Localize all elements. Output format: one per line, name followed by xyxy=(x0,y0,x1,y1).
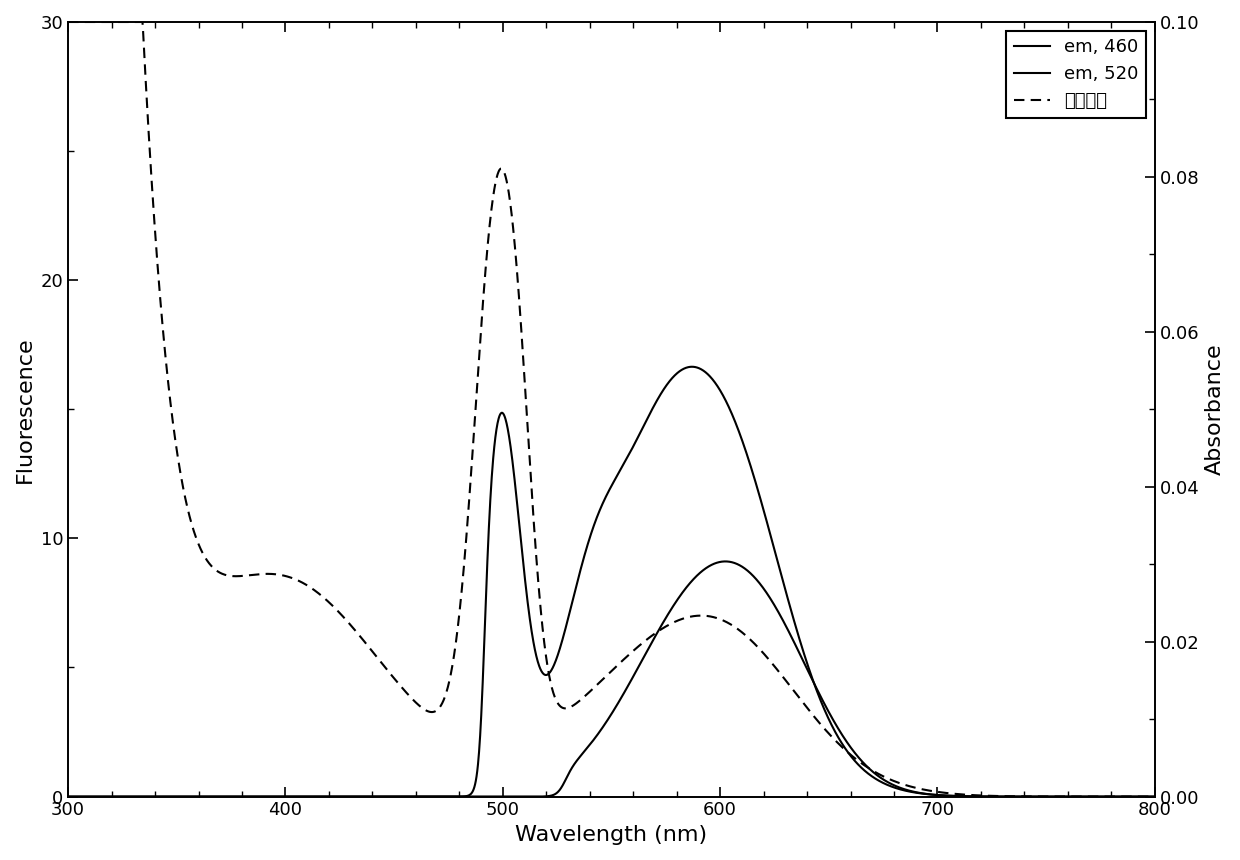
em, 520 xyxy=(718,556,733,567)
可见吸收 xyxy=(1009,791,1024,802)
em, 520 xyxy=(525,791,539,802)
em, 460 xyxy=(684,361,699,372)
em, 520 xyxy=(249,791,264,802)
可见吸收 xyxy=(1126,791,1141,802)
可见吸收 xyxy=(61,17,76,28)
可见吸收 xyxy=(249,569,264,580)
Line: em, 460: em, 460 xyxy=(68,366,1154,796)
em, 460 xyxy=(185,791,200,802)
em, 520 xyxy=(1009,791,1024,802)
可见吸收 xyxy=(1147,791,1162,802)
em, 460 xyxy=(1147,791,1162,802)
em, 460 xyxy=(61,791,76,802)
Y-axis label: Fluorescence: Fluorescence xyxy=(15,336,35,482)
Line: 可见吸收: 可见吸收 xyxy=(68,22,1154,796)
Line: em, 520: em, 520 xyxy=(68,562,1154,796)
em, 460 xyxy=(525,629,539,639)
X-axis label: Wavelength (nm): Wavelength (nm) xyxy=(516,825,708,845)
em, 460 xyxy=(1009,791,1024,802)
em, 520 xyxy=(185,791,200,802)
em, 520 xyxy=(1147,791,1162,802)
Legend: em, 460, em, 520, 可见吸收: em, 460, em, 520, 可见吸收 xyxy=(1007,31,1146,118)
可见吸收 xyxy=(477,273,492,283)
em, 460 xyxy=(477,621,492,631)
em, 520 xyxy=(1126,791,1141,802)
em, 460 xyxy=(1126,791,1141,802)
em, 460 xyxy=(249,791,264,802)
em, 520 xyxy=(61,791,76,802)
可见吸收 xyxy=(185,520,200,531)
可见吸收 xyxy=(525,490,539,501)
em, 520 xyxy=(477,791,492,802)
Y-axis label: Absorbance: Absorbance xyxy=(1205,343,1225,475)
